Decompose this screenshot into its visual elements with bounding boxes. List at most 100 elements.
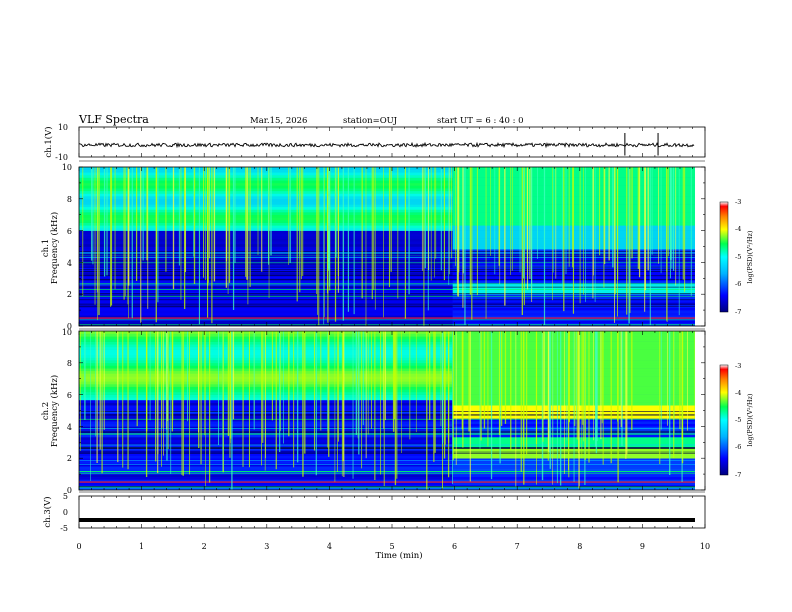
time-tick-10: 10 — [700, 542, 710, 551]
spec2-band — [79, 466, 453, 470]
spec1-band — [79, 174, 453, 178]
spec2-tick-4: 4 — [67, 423, 72, 432]
spec1-no-data — [694, 167, 705, 326]
spec1-band — [79, 267, 453, 271]
station-label: station=OUJ — [343, 116, 398, 126]
axis-ticks — [78, 127, 706, 528]
spec1-band — [79, 180, 453, 184]
spec1-band — [79, 273, 453, 276]
ch1-spectrogram — [79, 167, 705, 326]
spec1-band — [79, 296, 453, 300]
spec2-band — [79, 476, 453, 480]
time-tick-4: 4 — [327, 542, 332, 551]
spec1-band — [79, 238, 453, 242]
spec1-band — [79, 182, 453, 186]
spec1-band — [79, 257, 453, 261]
colorbar-ch2-tick: -6 — [735, 443, 741, 451]
colorbar-ch2-tick: -7 — [735, 471, 741, 479]
spec2-ylabel-channel: ch.2 — [41, 402, 51, 420]
spec1-band — [79, 241, 453, 245]
time-tick-5: 5 — [389, 542, 394, 551]
spec1-band — [79, 206, 453, 210]
ch1-waveform-panel — [78, 126, 706, 158]
spec1-band — [79, 167, 453, 170]
spec2-tick-10: 10 — [62, 328, 72, 337]
colorbar-ch1-label: log(PSD)(V²/Hz) — [746, 230, 754, 283]
spec1-band — [79, 275, 453, 279]
time-tick-2: 2 — [202, 542, 207, 551]
spec1-band — [79, 196, 453, 200]
time-tick-0: 0 — [76, 542, 81, 551]
colorbar-ch1-tick: -4 — [735, 225, 741, 233]
colorbar-ch2: -3 -4 -5 -6 -7 log(PSD)(V²/Hz) — [719, 362, 754, 479]
time-tick-8: 8 — [577, 542, 582, 551]
spec1-band — [79, 177, 453, 181]
spec1-band — [79, 172, 453, 176]
spec1-ylabel-channel: ch.1 — [41, 239, 51, 257]
time-axis-label: Time (min) — [375, 550, 422, 561]
ch2-spectrogram — [79, 331, 705, 490]
spec1-band — [79, 185, 453, 189]
spec1-band — [79, 294, 453, 298]
spec1-band — [79, 193, 453, 197]
spec1-band — [79, 246, 453, 250]
spec2-band — [79, 482, 453, 485]
spec1-band — [79, 188, 453, 192]
colorbar-ch1-tick: -5 — [735, 253, 741, 261]
spec1-tick-0: 0 — [67, 322, 72, 331]
colorbar-ch2-label: log(PSD)(V²/Hz) — [746, 393, 754, 446]
time-tick-1: 1 — [139, 542, 144, 551]
time-tick-6: 6 — [452, 542, 457, 551]
spec2-band — [79, 468, 453, 472]
spec1-band — [79, 204, 453, 208]
spec1-band — [79, 243, 453, 247]
spec1-band — [79, 225, 453, 229]
spec2-band — [452, 482, 695, 485]
colorbar-ch2-tick: -5 — [735, 416, 741, 424]
spec1-tick-8: 8 — [67, 195, 72, 204]
spec2-tick-0: 0 — [67, 486, 72, 495]
spec1-band — [79, 291, 453, 295]
spec1-band — [79, 262, 453, 266]
spec1-band — [452, 312, 695, 316]
spec1-band — [79, 190, 453, 194]
ch3-ylabel: ch.3(V) — [42, 496, 53, 527]
spec1-band — [79, 249, 453, 253]
spec1-band — [79, 315, 453, 319]
start-time-label: start UT = 6 : 40 : 0 — [437, 116, 524, 126]
spec2-tick-2: 2 — [67, 454, 72, 463]
colorbar-ch1: -3 -4 -5 -6 -7 log(PSD)(V²/Hz) — [719, 198, 754, 316]
ch1-wave-tick-top: 10 — [58, 123, 68, 132]
spec2-band — [79, 474, 453, 478]
spec1-tick-4: 4 — [67, 259, 72, 268]
spec1-band — [79, 235, 453, 239]
spec1-band — [79, 169, 453, 173]
spec1-band — [79, 220, 453, 223]
spec2-no-data — [694, 331, 705, 490]
colorbar-ch2-gradient — [719, 364, 729, 476]
spec1-tick-6: 6 — [67, 227, 72, 236]
spec2-ylabel-frequency: Frequency (kHz) — [49, 375, 60, 447]
spec1-band — [79, 307, 453, 311]
spec1-band — [79, 212, 453, 215]
spec1-band — [79, 198, 453, 202]
spec2-band — [79, 458, 453, 462]
spec1-band — [79, 270, 453, 274]
spec1-band — [79, 312, 453, 316]
ch3-tick-top: 5 — [63, 492, 68, 501]
spec1-band — [79, 227, 453, 231]
ch1-waveform-trace — [78, 133, 695, 156]
spec1-band — [79, 233, 453, 237]
spec2-band — [79, 479, 453, 483]
ch1-waveform-line — [78, 141, 695, 149]
ch3-tick-bottom: -5 — [60, 524, 68, 533]
time-tick-3: 3 — [264, 542, 269, 551]
spec1-band — [452, 320, 695, 324]
colorbar-ch1-tick: -6 — [735, 280, 741, 288]
colorbar-ch1-tick: -3 — [735, 198, 741, 206]
spec2-band — [79, 463, 453, 467]
spec1-band — [79, 299, 453, 303]
spec2-tick-8: 8 — [67, 359, 72, 368]
spec1-band — [79, 265, 453, 268]
spec1-tick-2: 2 — [67, 290, 72, 299]
